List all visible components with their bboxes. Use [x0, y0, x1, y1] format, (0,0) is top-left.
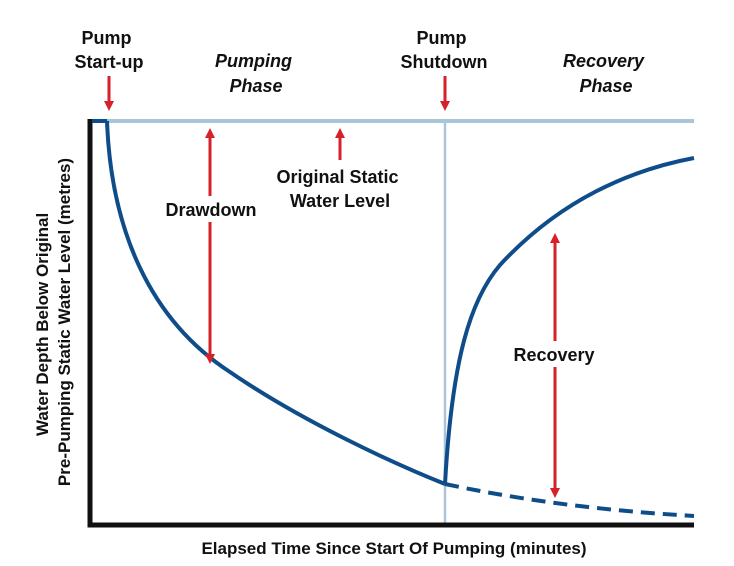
pump-shutdown-line2: Shutdown — [401, 52, 488, 72]
y-axis-label-line1: Water Depth Below Original — [33, 213, 52, 436]
drawdown-curve — [105, 120, 446, 486]
y-axis-label-line2: Pre-Pumping Static Water Level (metres) — [55, 158, 74, 486]
pump-startup-line2: Start-up — [75, 52, 144, 72]
axes — [87, 119, 694, 528]
pump-startup-line1: Pump — [81, 28, 131, 48]
pumping-phase-line2: Phase — [229, 76, 282, 96]
continued-drawdown-curve — [444, 482, 695, 518]
original-static-label: Original Static Water Level — [276, 167, 403, 211]
pump-startup-label: Pump Start-up — [75, 28, 144, 72]
pumping-phase-label: Pumping Phase — [215, 51, 297, 96]
pumping-phase-line1: Pumping — [215, 51, 292, 71]
recovery-curve — [443, 156, 695, 485]
recovery-phase-line1: Recovery — [563, 51, 645, 71]
pump-shutdown-line1: Pump — [416, 28, 466, 48]
original-static-line1: Original Static — [276, 167, 398, 187]
pump-shutdown-label: Pump Shutdown — [401, 28, 488, 72]
recovery-phase-label: Recovery Phase — [563, 51, 649, 96]
recovery-label: Recovery — [513, 345, 594, 365]
y-axis-label: Water Depth Below Original Pre-Pumping S… — [33, 158, 74, 486]
drawdown-label: Drawdown — [165, 200, 256, 220]
recovery-phase-line2: Phase — [579, 76, 632, 96]
x-axis-label: Elapsed Time Since Start Of Pumping (min… — [201, 539, 586, 558]
original-static-line2: Water Level — [290, 191, 390, 211]
